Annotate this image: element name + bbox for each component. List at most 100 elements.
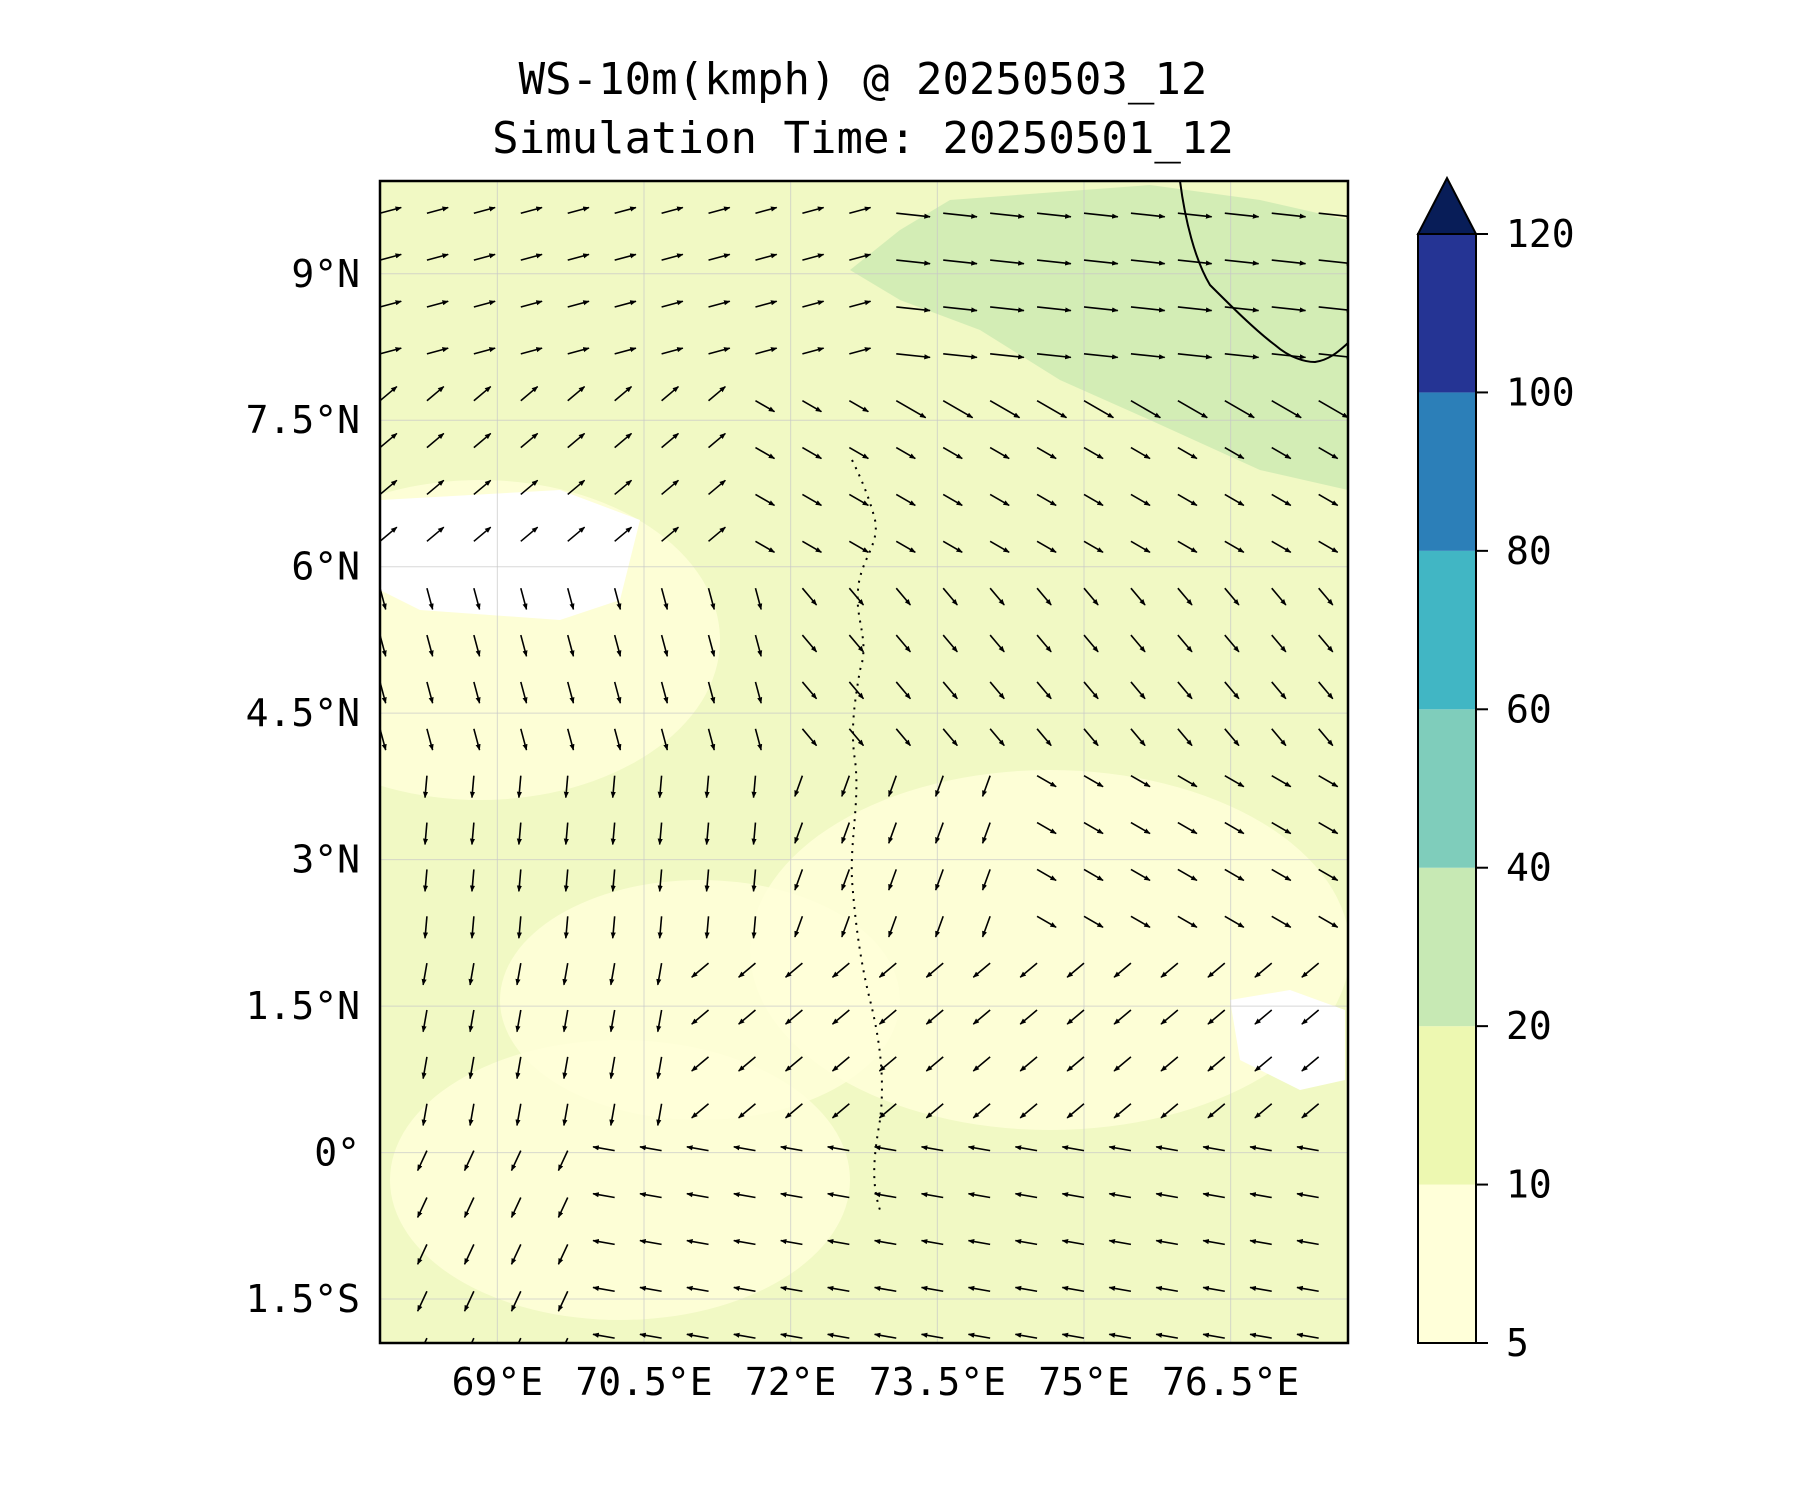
wind-vector — [802, 206, 825, 214]
wind-vector — [1061, 1285, 1085, 1293]
wind-vector — [1108, 1285, 1132, 1293]
wind-vector — [660, 681, 669, 704]
wind-vector — [1224, 868, 1245, 882]
wind-vector — [1296, 1332, 1319, 1339]
wind-vector — [563, 775, 569, 799]
wind-vector — [755, 253, 778, 261]
wind-vector — [1224, 353, 1260, 360]
colorbar-segment — [1418, 550, 1476, 710]
wind-vector — [755, 347, 778, 355]
wind-vector — [942, 634, 958, 653]
wind-vector — [989, 681, 1005, 700]
wind-vector — [1130, 587, 1146, 606]
wind-vector — [1083, 915, 1104, 928]
wind-vector — [827, 1239, 850, 1246]
wind-vector — [802, 253, 825, 261]
wind-vector — [1019, 1056, 1038, 1072]
wind-vector — [469, 775, 476, 799]
wind-vector — [1301, 1056, 1320, 1072]
wind-vector — [1224, 915, 1245, 928]
wind-vector — [639, 1192, 662, 1199]
wind-vector — [1155, 1239, 1179, 1246]
wind-vector — [1083, 353, 1119, 360]
wind-vector — [1036, 587, 1052, 606]
wind-vector — [639, 1285, 662, 1293]
wind-vector — [473, 526, 492, 542]
wind-vector — [1224, 400, 1255, 419]
wind-vector — [1036, 493, 1057, 507]
wind-vector — [1224, 587, 1240, 606]
calm-region — [1230, 990, 1345, 1090]
wind-vector — [422, 869, 429, 892]
map-plot-area — [380, 181, 1348, 1343]
wind-vector — [1036, 728, 1052, 747]
wind-vector — [416, 1197, 428, 1219]
wind-vector — [751, 916, 757, 939]
wind-vector — [1271, 868, 1292, 882]
wind-vector — [920, 1285, 944, 1293]
wind-vector — [426, 300, 449, 308]
wind-vector — [925, 1009, 944, 1025]
wind-vector — [1036, 212, 1072, 219]
wind-vector — [831, 1056, 850, 1072]
wind-vector — [1177, 728, 1193, 747]
wind-vector — [567, 385, 586, 402]
wind-vector — [848, 634, 865, 653]
wind-vector — [873, 1192, 897, 1199]
wind-vector — [1108, 1332, 1132, 1339]
wind-vector — [751, 775, 757, 799]
wind-vector — [657, 775, 663, 799]
wind-vector — [708, 479, 726, 496]
wind-vector — [754, 587, 763, 611]
wind-vector — [895, 400, 927, 419]
wind-vector — [849, 347, 872, 355]
wind-vector — [566, 587, 575, 611]
wind-vector — [1130, 259, 1166, 266]
wind-vector — [934, 775, 944, 797]
wind-vector — [463, 1150, 475, 1172]
wind-vector — [1249, 1145, 1272, 1152]
wind-vector — [733, 1145, 756, 1152]
wind-vector — [421, 1009, 428, 1033]
wind-vector — [592, 1332, 615, 1339]
wind-vector — [802, 300, 825, 308]
wind-vector — [981, 822, 991, 844]
wind-vector — [1249, 1332, 1272, 1339]
wind-vector — [426, 432, 445, 449]
wind-vector — [592, 1239, 615, 1246]
wind-vector — [1108, 1192, 1132, 1199]
wind-vector — [1271, 446, 1292, 460]
wind-vector — [895, 681, 912, 700]
wind-vector — [754, 681, 763, 704]
wind-vector — [1130, 306, 1166, 313]
wind-vector — [1271, 587, 1287, 606]
wind-vector — [1271, 400, 1302, 419]
wind-vector — [1318, 400, 1348, 419]
wind-vector — [1130, 353, 1166, 360]
wind-vector — [517, 1337, 522, 1343]
wind-vector — [942, 587, 958, 606]
wind-vector — [610, 822, 616, 846]
wind-vector — [426, 587, 434, 611]
wind-vector — [1202, 1285, 1225, 1293]
wind-vector — [1177, 774, 1198, 788]
wind-vector — [1224, 540, 1245, 554]
wind-vector — [896, 212, 931, 219]
wind-vector — [801, 634, 818, 653]
wind-vector — [942, 540, 963, 554]
wind-vector — [1318, 493, 1339, 507]
wind-vector — [780, 1145, 803, 1152]
wind-vector — [925, 1056, 944, 1072]
wind-vector — [1271, 915, 1292, 928]
wind-vector — [1271, 728, 1287, 747]
wind-vector — [943, 353, 978, 360]
wind-vector — [990, 306, 1025, 313]
wind-vector — [563, 822, 569, 846]
wind-vector — [1207, 962, 1226, 978]
wind-vector — [895, 493, 916, 507]
wind-vector — [567, 347, 590, 355]
wind-vector — [1036, 353, 1072, 360]
map-title: WS-10m(kmph) @ 20250503_12 — [519, 54, 1208, 105]
wind-vector — [1083, 493, 1104, 507]
